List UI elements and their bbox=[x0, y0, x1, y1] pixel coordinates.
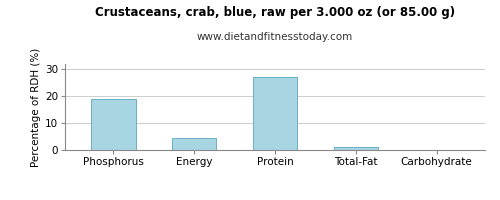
Text: Crustaceans, crab, blue, raw per 3.000 oz (or 85.00 g): Crustaceans, crab, blue, raw per 3.000 o… bbox=[95, 6, 455, 19]
Bar bbox=[91, 99, 136, 150]
Text: www.dietandfitnesstoday.com: www.dietandfitnesstoday.com bbox=[197, 32, 353, 42]
Bar bbox=[172, 138, 216, 150]
Bar bbox=[334, 147, 378, 150]
Y-axis label: Percentage of RDH (%): Percentage of RDH (%) bbox=[31, 47, 41, 167]
Bar bbox=[253, 77, 297, 150]
